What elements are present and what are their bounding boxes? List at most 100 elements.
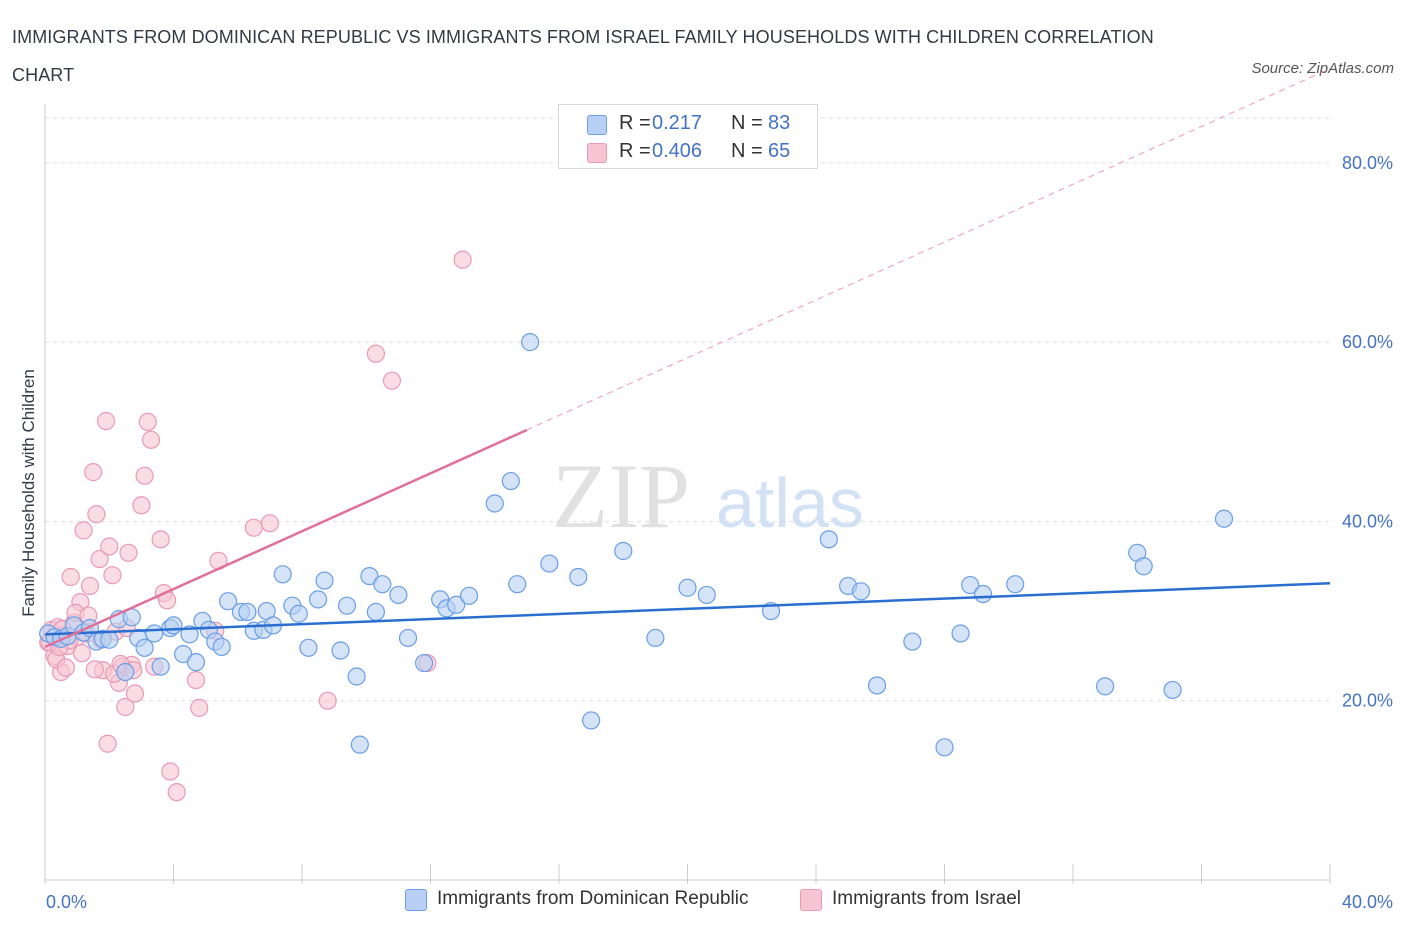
source-label: Source: ZipAtlas.com [1251, 60, 1394, 77]
legend-item-israel: Immigrants from Israel [832, 888, 1021, 909]
data-point-dominican [447, 595, 466, 614]
data-point-israel [151, 530, 170, 549]
data-point-israel [100, 537, 119, 556]
data-point-dominican [501, 471, 520, 491]
y-tick-label: 20.0% [1342, 691, 1393, 711]
data-point-dominican [678, 578, 697, 597]
data-point-dominican [360, 566, 379, 586]
data-point-dominican [582, 711, 601, 730]
data-point-dominican [315, 571, 334, 590]
data-point-israel [138, 412, 157, 432]
data-point-israel [125, 684, 145, 703]
data-point-dominican [186, 653, 206, 672]
data-point-dominican [867, 676, 887, 695]
data-point-dominican [485, 494, 504, 513]
data-point-dominican [903, 632, 922, 651]
data-point-israel [135, 466, 154, 485]
data-point-dominican [520, 333, 540, 352]
data-point-dominican [212, 637, 231, 657]
data-point-israel [87, 505, 106, 524]
data-point-dominican [459, 586, 479, 605]
data-point-dominican [819, 530, 838, 549]
axes [44, 104, 1331, 884]
data-point-dominican [973, 584, 993, 604]
data-point-dominican [331, 641, 350, 660]
data-point-dominican [151, 657, 170, 676]
data-point-israel [141, 430, 161, 449]
legend-row-dominican: R = 0.217 N = 83 [559, 110, 817, 138]
watermark: ZIP atlas [552, 445, 864, 547]
data-point-dominican [540, 554, 559, 573]
chart-title: IMMIGRANTS FROM DOMINICAN REPUBLIC VS IM… [12, 27, 1154, 85]
data-point-dominican [135, 638, 154, 657]
legend-n-label: N = [731, 140, 763, 162]
data-point-israel [382, 371, 402, 390]
data-point-israel [85, 660, 104, 679]
data-point-dominican [389, 585, 408, 605]
legend-r-value: 0.406 [652, 140, 703, 162]
x-tick-label: 0.0% [46, 892, 87, 912]
data-point-israel [90, 549, 109, 569]
data-point-dominican [366, 602, 385, 622]
y-tick-label: 40.0% [1342, 511, 1393, 531]
data-point-dominican [935, 738, 954, 757]
data-point-dominican [219, 592, 238, 611]
tick-labels: 20.0% 40.0% 60.0% 80.0% 0.0% 40.0% [46, 153, 1393, 912]
data-point-israel [96, 411, 116, 431]
legend-r-label: R = [619, 140, 651, 162]
data-point-israel [61, 567, 80, 587]
series-israel-points [39, 250, 472, 802]
y-tick-label: 60.0% [1342, 332, 1393, 352]
y-tick-label: 80.0% [1342, 153, 1393, 173]
legend-r-value: 0.217 [652, 112, 703, 134]
legend-item-dominican: Immigrants from Dominican Republic [437, 888, 749, 909]
data-point-dominican [569, 567, 588, 587]
y-axis-label: Family Households with Children [19, 369, 38, 617]
data-point-dominican [851, 582, 871, 601]
legend-swatch-pink [587, 143, 607, 163]
data-point-israel [453, 250, 472, 269]
data-point-israel [103, 566, 122, 585]
data-point-dominican [951, 624, 970, 643]
legend-swatch-blue [587, 115, 607, 135]
data-point-dominican [508, 575, 527, 594]
data-point-israel [72, 644, 92, 663]
data-point-dominican [100, 630, 119, 649]
data-point-israel [366, 344, 385, 363]
data-point-dominican [238, 602, 257, 622]
data-point-israel [116, 697, 135, 717]
data-point-dominican [1096, 677, 1115, 696]
correlation-legend: R = 0.217 N = 83 R = 0.406 N = 65 [558, 104, 818, 169]
data-point-israel [244, 518, 263, 537]
data-point-israel [56, 658, 75, 677]
data-point-dominican [350, 735, 369, 754]
data-point-israel [190, 698, 209, 717]
x-tick-label: 40.0% [1342, 892, 1393, 912]
series-legend: Immigrants from Dominican Republic Immig… [0, 886, 1406, 916]
data-point-israel [161, 762, 180, 781]
watermark-atlas: atlas [716, 464, 864, 542]
data-point-dominican [347, 667, 366, 686]
data-point-dominican [1163, 680, 1182, 700]
data-point-dominican [961, 575, 980, 595]
data-point-israel [84, 463, 103, 482]
trend-line-dominican [44, 582, 1331, 636]
data-point-dominican [273, 565, 292, 584]
legend-row-israel: R = 0.406 N = 65 [559, 138, 817, 166]
data-point-israel [80, 576, 100, 596]
data-point-dominican [299, 638, 318, 657]
data-point-israel [132, 496, 151, 515]
data-point-dominican [1214, 509, 1234, 528]
data-point-israel [260, 514, 279, 533]
data-point-dominican [174, 644, 193, 664]
data-point-israel [98, 734, 117, 753]
legend-r-label: R = [619, 112, 651, 134]
data-point-israel [119, 543, 138, 562]
data-point-dominican [308, 590, 328, 609]
data-point-dominican [614, 541, 633, 561]
legend-swatch-blue [405, 889, 427, 911]
data-point-dominican [414, 653, 434, 673]
data-point-dominican [145, 624, 164, 643]
data-point-dominican [1134, 557, 1153, 576]
data-point-dominican [180, 625, 199, 644]
